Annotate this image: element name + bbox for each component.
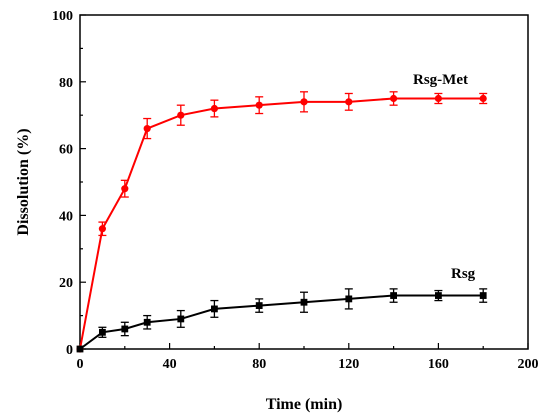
y-tick-label: 40 [59,209,73,224]
y-axis-title: Dissolution (%) [15,128,32,235]
data-point [143,318,151,326]
x-tick-label: 40 [163,357,177,372]
series-label-rsg: Rsg [451,266,476,282]
data-point [345,98,353,106]
data-point [300,298,308,306]
x-axis-title: Time (min) [266,396,343,413]
series-line [79,294,484,350]
data-point [300,98,308,106]
data-point [210,104,218,113]
y-tick-label: 100 [52,9,73,24]
data-point [255,101,263,109]
y-tick-label: 60 [59,143,73,158]
series-rsg [76,288,488,353]
x-tick-label: 200 [518,357,539,372]
data-point [390,94,398,103]
series-line [79,97,484,350]
data-point [435,292,442,299]
x-tick-label: 120 [338,357,359,372]
y-tick-label: 80 [59,76,73,91]
data-point [177,111,185,119]
data-point [434,94,442,103]
y-tick-label: 0 [66,343,73,358]
series-group [76,91,488,353]
data-point [479,292,487,299]
data-point [211,305,218,313]
series-rsg-met [76,91,488,353]
data-point [255,302,263,309]
data-point [390,292,397,299]
data-point [177,315,185,323]
data-point [99,328,106,336]
axes: 0 40 80 120 160 200 0 20 40 60 80 100 [52,9,539,372]
data-point [98,225,106,233]
data-point [76,345,84,353]
data-point [121,325,129,333]
data-point [479,94,487,103]
series-label-rsg-met: Rsg-Met [413,72,468,88]
data-point [143,124,151,133]
x-tick-label: 0 [77,357,84,372]
data-point [345,295,353,303]
data-point [121,185,129,193]
y-tick-label: 20 [59,276,73,291]
x-tick-label: 160 [428,357,449,372]
x-tick-label: 80 [252,357,266,372]
